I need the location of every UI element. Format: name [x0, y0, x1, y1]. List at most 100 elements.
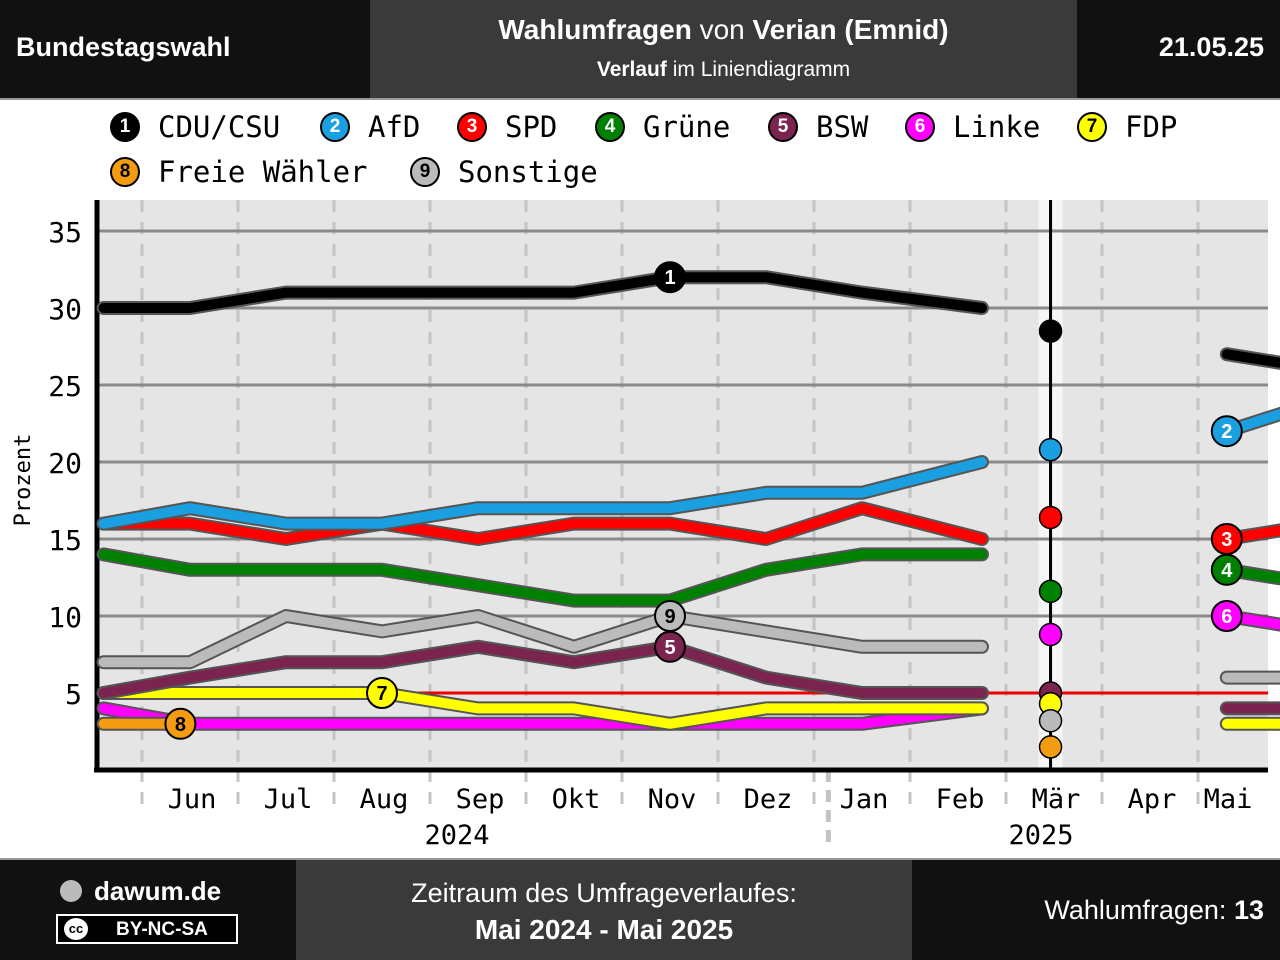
series-line [1221, 611, 1280, 630]
x-tick-label: Aug [360, 784, 409, 815]
page-subtitle: Verlauf im Liniendiagramm [370, 58, 1077, 82]
legend-badge: 4 [595, 112, 625, 142]
x-tick-label: Jul [264, 784, 313, 815]
series-line [98, 549, 987, 606]
election-result-dot [1038, 319, 1063, 343]
y-tick-label: 25 [48, 370, 82, 403]
series-label-number: 2 [1221, 421, 1232, 443]
legend-label: CDU/CSU [158, 110, 281, 144]
y-tick-label: 15 [48, 524, 82, 557]
dawum-logo-icon [60, 880, 82, 902]
series-label-number: 5 [664, 637, 675, 659]
x-tick-label: Okt [552, 784, 601, 815]
legend-label: SPD [505, 110, 558, 144]
title-part-2: von [691, 14, 753, 45]
y-axis-label: Prozent [11, 434, 36, 527]
subtitle-part-1: Verlauf [596, 58, 667, 81]
series-line [98, 703, 987, 729]
election-result-dot [1038, 579, 1063, 604]
y-tick-label: 20 [48, 447, 82, 480]
legend-badge: 6 [905, 112, 935, 142]
creative-commons-icon: cc [64, 918, 88, 940]
series-label-number: 8 [175, 714, 186, 736]
title-institute: Verian (Emnid) [752, 14, 949, 45]
poll-count-value: 13 [1233, 895, 1264, 925]
x-tick-label: Jun [168, 784, 217, 815]
legend-badge: 8 [110, 157, 140, 187]
legend-badge: 2 [320, 112, 350, 142]
series-label-number: 6 [1221, 606, 1232, 628]
x-tick-label: Mär [1032, 784, 1081, 815]
y-tick-label: 5 [65, 678, 82, 711]
x-tick-label: Jan [840, 784, 889, 815]
legend-label: AfD [368, 110, 421, 144]
legend-badge: 9 [410, 157, 440, 187]
x-tick-label: Feb [936, 784, 985, 815]
series-label-badge [654, 261, 686, 294]
series-line [1221, 408, 1280, 437]
election-result-dot [1038, 735, 1063, 759]
x-tick-label: Apr [1128, 784, 1177, 815]
series-label-number: 7 [376, 683, 387, 705]
footer-divider [0, 858, 1280, 860]
legend-badge: 3 [457, 112, 487, 142]
series-line [1221, 349, 1280, 368]
y-tick-label: 30 [48, 293, 82, 326]
series-line [1221, 525, 1280, 544]
period-value: Mai 2024 - Mai 2025 [474, 914, 734, 945]
footer-center-panel [296, 860, 912, 960]
series-label-badge [654, 600, 686, 632]
poll-count-label: Wahlumfragen: [1044, 895, 1234, 925]
legend-label: FDP [1125, 110, 1178, 144]
series-label-badge [1210, 553, 1243, 586]
header-bar [0, 0, 1280, 98]
legend-badge: 5 [768, 112, 798, 142]
page-title: Wahlumfragen von Verian (Emnid) [370, 14, 1077, 46]
series-label-badge [366, 677, 398, 709]
subtitle-part-2: im Liniendiagramm [666, 58, 851, 81]
title-part-1: Wahlumfragen [498, 14, 692, 45]
year-label: 2024 [424, 820, 489, 851]
series-line [98, 503, 987, 544]
legend-label: Linke [953, 110, 1041, 144]
legend-badge: 1 [110, 112, 140, 142]
y-tick-label: 10 [48, 601, 82, 634]
series-label-badge [1210, 415, 1243, 448]
legend-label: Freie Wähler [158, 155, 368, 189]
y-tick-label: 35 [48, 216, 82, 249]
x-tick-label: Dez [744, 784, 793, 815]
legend-label: Sonstige [458, 155, 598, 189]
election-result-dot [1038, 505, 1063, 530]
series-label-number: 9 [664, 606, 675, 628]
election-result-dot [1038, 437, 1063, 462]
license-text: BY-NC-SA [116, 919, 208, 940]
series-line [1221, 564, 1280, 584]
poll-count: Wahlumfragen: 13 [1044, 895, 1264, 926]
election-result-dot [1038, 622, 1063, 647]
legend-badge: 7 [1077, 112, 1107, 142]
legend-label: Grüne [643, 110, 731, 144]
header-center-panel [370, 0, 1077, 98]
x-tick-label: Nov [648, 784, 697, 815]
series-line [98, 688, 987, 729]
header-divider [0, 98, 1280, 100]
year-label: 2025 [1008, 820, 1073, 851]
series-label-badge [164, 707, 197, 740]
election-result-dot [1038, 708, 1063, 733]
brand-link[interactable]: dawum.de [94, 876, 222, 906]
series-label-badge [1210, 600, 1243, 632]
series-label-number: 3 [1221, 529, 1232, 551]
series-line [98, 457, 987, 529]
series-line [98, 272, 987, 313]
license-badge[interactable]: cc BY-NC-SA [56, 914, 238, 944]
x-tick-label: Sep [456, 784, 505, 815]
series-label-number: 1 [664, 267, 675, 289]
series-line [98, 641, 987, 698]
series-line [98, 611, 987, 668]
period-label: Zeitraum des Umfrageverlaufes: [411, 878, 797, 908]
series-label-number: 4 [1221, 560, 1233, 582]
legend-label: BSW [816, 110, 869, 144]
x-tick-label: Mai [1204, 784, 1253, 815]
update-date: 21.05.25 [1158, 32, 1264, 62]
